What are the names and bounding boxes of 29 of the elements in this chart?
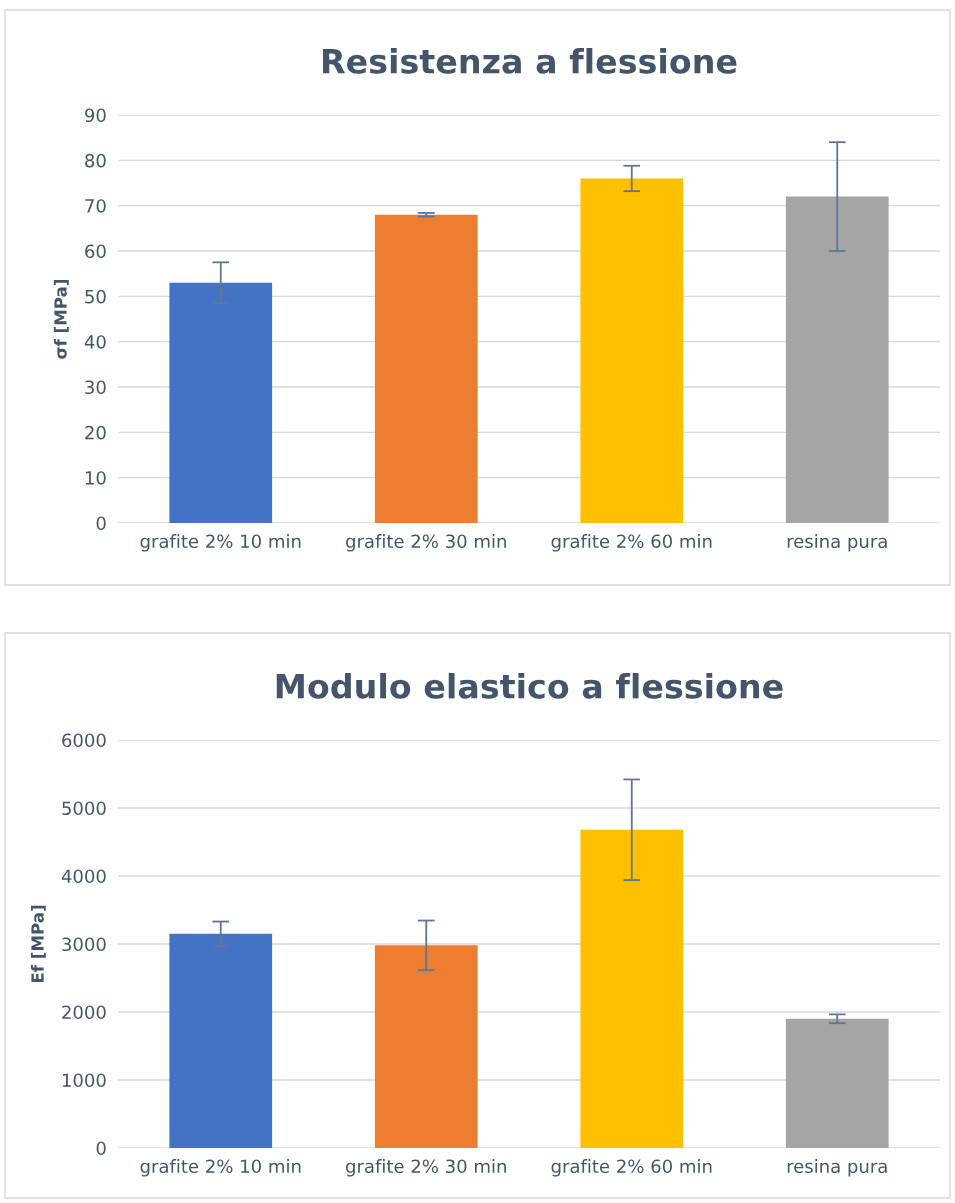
y-tick-label: 3000	[62, 937, 106, 952]
x-tick-label: grafite 2% 60 min	[551, 1159, 712, 1177]
y-tick-label: 5000	[62, 801, 106, 816]
x-tick-label: grafite 2% 30 min	[346, 534, 506, 552]
y-tick-label: 30	[85, 380, 106, 395]
x-tick-label: resina pura	[787, 534, 887, 552]
y-tick-label: 0	[96, 1141, 106, 1156]
y-tick-label: 2000	[62, 1005, 106, 1020]
y-tick-label: 90	[85, 108, 106, 123]
x-tick-label: grafite 2% 10 min	[140, 534, 301, 552]
y-tick-label: 1000	[62, 1073, 106, 1088]
x-tick-label: grafite 2% 10 min	[140, 1159, 301, 1177]
x-tick-label: resina pura	[787, 1159, 887, 1177]
x-tick-label: grafite 2% 30 min	[346, 1159, 506, 1177]
chart-title: Resistenza a flessione	[323, 48, 737, 74]
y-tick-label: 80	[85, 153, 106, 168]
y-tick-label: 60	[85, 244, 106, 259]
y-tick-label: 40	[84, 335, 106, 349]
y-axis-title: σf [MPa]	[53, 279, 69, 359]
y-tick-label: 10	[85, 471, 106, 485]
y-tick-label: 4000	[61, 869, 106, 884]
y-tick-label: 20	[85, 425, 106, 440]
y-tick-label: 50	[85, 289, 106, 304]
y-tick-label: 6000	[62, 733, 106, 748]
y-axis-title: Ef [MPa]	[30, 905, 46, 983]
y-tick-label: 0	[96, 516, 106, 531]
y-tick-label: 70	[85, 199, 106, 213]
chart-title: Modulo elastico a flessione	[276, 673, 783, 699]
x-tick-label: grafite 2% 60 min	[551, 534, 712, 552]
